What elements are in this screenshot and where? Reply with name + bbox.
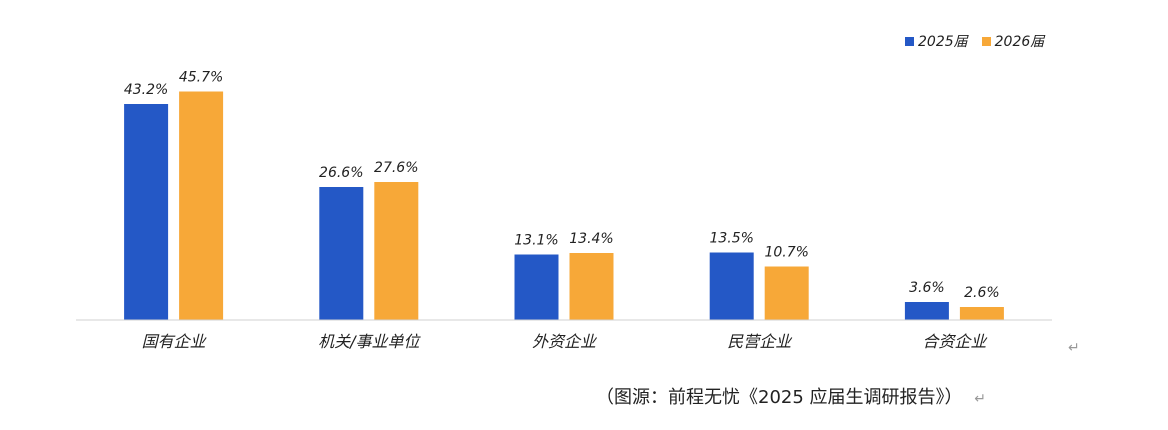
bar-2026-0: [179, 91, 224, 320]
bar-2026-4: [959, 307, 1004, 320]
legend-swatch-2026: [981, 36, 991, 46]
value-label-2025-2: 13.1%: [514, 233, 558, 249]
category-label-0: 国有企业: [142, 332, 208, 351]
return-mark-icon: ↵: [974, 391, 986, 407]
bar-2025-1: [319, 187, 364, 320]
bar-2026-1: [374, 182, 419, 320]
bar-2026-3: [764, 266, 809, 320]
value-label-2025-3: 13.5%: [709, 231, 753, 247]
value-label-2025-4: 3.6%: [909, 280, 945, 296]
return-mark-icon: ↵: [1068, 340, 1080, 356]
legend-label-2026: 2026届: [994, 34, 1045, 50]
bars-group: [124, 91, 1004, 320]
bar-2025-2: [514, 254, 559, 320]
legend-item-2025: 2025届: [905, 31, 968, 51]
category-label-2: 外资企业: [532, 332, 598, 351]
category-labels-group: 国有企业 机关/事业单位 外资企业 民营企业 合资企业: [142, 332, 989, 351]
category-label-4: 合资企业: [922, 332, 988, 351]
source-caption-text: （图源：前程无忧《2025 应届生调研报告》）: [596, 387, 963, 408]
value-labels-group: 43.2% 45.7% 26.6% 27.6% 13.1% 13.4% 13.5% 10.7%…: [124, 70, 1000, 302]
category-label-3: 民营企业: [727, 332, 793, 351]
value-label-2025-1: 26.6%: [319, 165, 363, 181]
source-caption: （图源：前程无忧《2025 应届生调研报告》） ↵: [596, 383, 986, 409]
legend: 2025届 2026届: [905, 31, 1044, 51]
category-label-1: 机关/事业单位: [318, 332, 421, 351]
bar-2025-3: [709, 252, 754, 320]
value-label-2026-2: 13.4%: [569, 231, 613, 247]
value-label-2025-0: 43.2%: [124, 82, 168, 98]
value-label-2026-0: 45.7%: [179, 70, 223, 86]
bar-2026-2: [569, 253, 614, 320]
value-label-2026-1: 27.6%: [374, 160, 418, 176]
legend-swatch-2025: [905, 36, 914, 46]
value-label-2026-4: 2.6%: [964, 285, 1000, 301]
legend-label-2025: 2025届: [918, 34, 968, 50]
legend-item-2026: 2026届: [981, 31, 1045, 51]
bar-2025-0: [124, 104, 169, 320]
value-label-2026-3: 10.7%: [764, 245, 808, 261]
bar-2025-4: [904, 302, 949, 320]
